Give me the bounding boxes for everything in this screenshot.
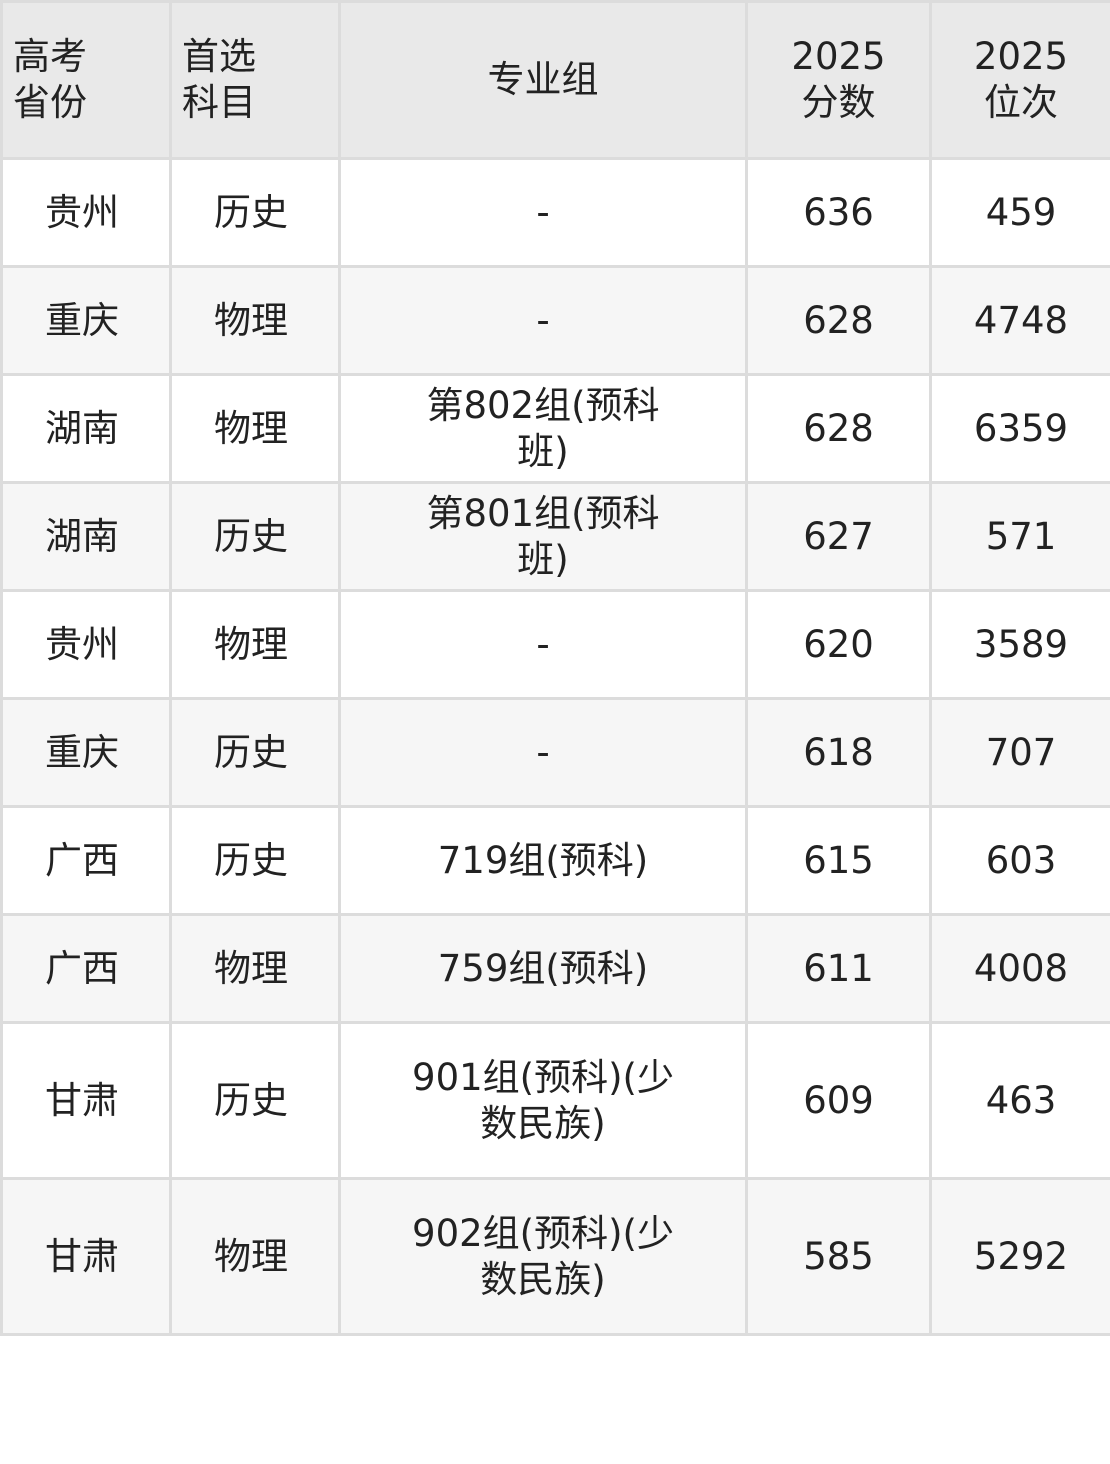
header-score: 2025 分数 <box>745 0 932 160</box>
cell-rank: 4008 <box>929 913 1110 1024</box>
cell-province: 广西 <box>0 805 172 916</box>
cell-rank: 463 <box>929 1021 1110 1180</box>
cell-major-group: - <box>338 157 748 268</box>
cell-subject: 历史 <box>169 805 341 916</box>
cell-province: 湖南 <box>0 373 172 484</box>
table-row: 广西 历史 719组(预科) 615 603 <box>0 805 1110 916</box>
cell-score: 628 <box>745 265 932 376</box>
header-text: 位次 <box>984 81 1058 124</box>
header-text: 2025 <box>973 35 1069 78</box>
header-text: 分数 <box>801 81 876 124</box>
cell-subject: 物理 <box>169 1177 341 1336</box>
header-text: 科目 <box>182 81 256 124</box>
cell-major-group: - <box>338 589 748 700</box>
cell-score: 615 <box>745 805 932 916</box>
header-major-group: 专业组 <box>338 0 748 160</box>
cell-province: 贵州 <box>0 157 172 268</box>
cell-province: 广西 <box>0 913 172 1024</box>
header-text: 2025 <box>791 35 886 78</box>
cell-subject: 物理 <box>169 265 341 376</box>
cell-subject: 历史 <box>169 481 341 592</box>
cell-score: 636 <box>745 157 932 268</box>
header-province: 高考 省份 <box>0 0 172 160</box>
cell-major-group: 759组(预科) <box>338 913 748 1024</box>
table-row: 湖南 物理 第802组(预科班) 628 6359 <box>0 373 1110 484</box>
cell-subject: 物理 <box>169 373 341 484</box>
table-row: 重庆 物理 -628 4748 <box>0 265 1110 376</box>
table-row: 甘肃 历史 901组(预科)(少数民族) 609 463 <box>0 1021 1110 1180</box>
cell-province: 甘肃 <box>0 1177 172 1336</box>
cell-major-group: 902组(预科)(少数民族) <box>338 1177 748 1336</box>
table-row: 广西 物理 759组(预科) 611 4008 <box>0 913 1110 1024</box>
cell-score: 611 <box>745 913 932 1024</box>
table-row: 重庆 历史 -618 707 <box>0 697 1110 808</box>
header-row: 高考 省份 首选 科目 专业组 2025 分数 2025 位次 <box>0 0 1110 160</box>
cell-major-group: 901组(预科)(少数民族) <box>338 1021 748 1180</box>
cell-rank: 6359 <box>929 373 1110 484</box>
cell-province: 湖南 <box>0 481 172 592</box>
cell-subject: 物理 <box>169 589 341 700</box>
cell-major-group: - <box>338 697 748 808</box>
cell-subject: 物理 <box>169 913 341 1024</box>
header-rank: 2025 位次 <box>929 0 1110 160</box>
cell-province: 重庆 <box>0 265 172 376</box>
cell-major-group: 719组(预科) <box>338 805 748 916</box>
header-subject: 首选 科目 <box>169 0 341 160</box>
cell-score: 620 <box>745 589 932 700</box>
header-text: 高考 <box>13 35 87 78</box>
cell-major-group: 第802组(预科班) <box>338 373 748 484</box>
cell-subject: 历史 <box>169 697 341 808</box>
table-row: 贵州 历史 -636 459 <box>0 157 1110 268</box>
header-text: 省份 <box>13 81 87 124</box>
cell-subject: 历史 <box>169 1021 341 1180</box>
cell-rank: 5292 <box>929 1177 1110 1336</box>
cell-major-group: 第801组(预科班) <box>338 481 748 592</box>
table-row: 湖南 历史 第801组(预科班) 627 571 <box>0 481 1110 592</box>
cell-province: 甘肃 <box>0 1021 172 1180</box>
admission-scores-table: 高考 省份 首选 科目 专业组 2025 分数 2025 位次 贵州 历史 -636 459 重庆 物理 -… <box>0 0 1110 1336</box>
cell-rank: 3589 <box>929 589 1110 700</box>
cell-rank: 571 <box>929 481 1110 592</box>
header-text: 专业组 <box>487 58 599 101</box>
table-row: 甘肃 物理 902组(预科)(少数民族) 585 5292 <box>0 1177 1110 1336</box>
cell-subject: 历史 <box>169 157 341 268</box>
cell-rank: 459 <box>929 157 1110 268</box>
table-row: 贵州 物理 -620 3589 <box>0 589 1110 700</box>
cell-rank: 707 <box>929 697 1110 808</box>
cell-score: 585 <box>745 1177 932 1336</box>
cell-rank: 603 <box>929 805 1110 916</box>
cell-rank: 4748 <box>929 265 1110 376</box>
cell-score: 628 <box>745 373 932 484</box>
cell-score: 627 <box>745 481 932 592</box>
cell-province: 贵州 <box>0 589 172 700</box>
header-text: 首选 <box>182 35 256 78</box>
cell-major-group: - <box>338 265 748 376</box>
cell-score: 609 <box>745 1021 932 1180</box>
cell-score: 618 <box>745 697 932 808</box>
cell-province: 重庆 <box>0 697 172 808</box>
